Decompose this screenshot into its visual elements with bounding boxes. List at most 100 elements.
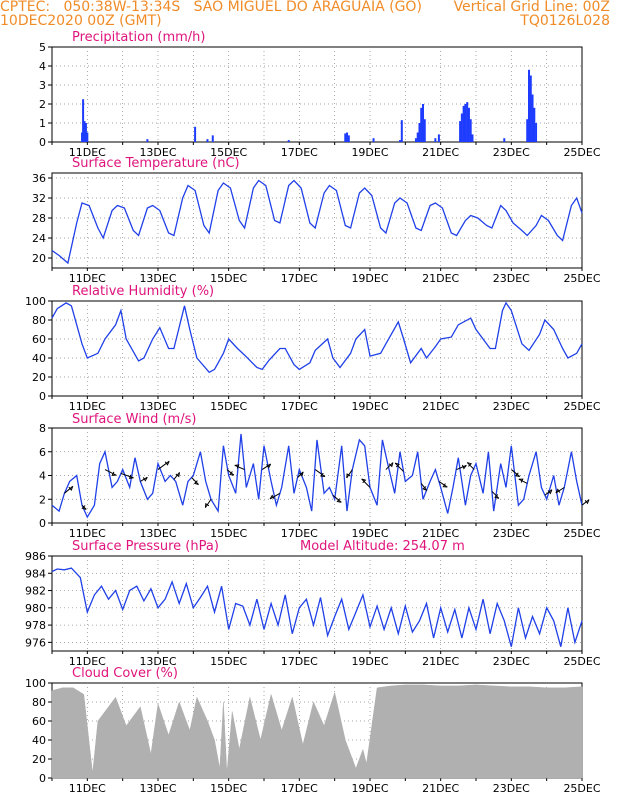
wind-marks: 0 2 4 6 8 11DEC 13DEC 15DEC 17DEC 19DEC 21DEC 23DEC… <box>39 422 601 540</box>
humidity-ytick-label: 60 <box>32 333 46 346</box>
humidity-xtick-label: 17DEC <box>281 400 318 413</box>
precipitation-frame <box>51 46 583 143</box>
humidity-marks: 0 20 40 60 80 100 11DEC 13DEC 15DEC 17DEC 19DEC 21D… <box>25 295 601 413</box>
humidity-ytick-label: 20 <box>32 371 46 384</box>
wind-vector-head <box>584 499 590 505</box>
wind-vector <box>361 478 371 488</box>
precipitation-bar <box>146 139 149 142</box>
precipitation-bar <box>533 107 536 142</box>
precipitation-xtick-label: 15DEC <box>210 146 247 159</box>
cloud-ytick-label: 20 <box>32 753 46 766</box>
wind-ytick-label: 8 <box>39 422 46 435</box>
precipitation-bar <box>287 140 290 142</box>
temperature-series-line <box>51 179 583 265</box>
wind-vector <box>332 494 342 503</box>
cloud-ytick-label: 40 <box>32 734 46 747</box>
wind-vector <box>140 476 148 482</box>
wind-xtick-label: 21DEC <box>422 527 459 540</box>
wind-vector-head <box>142 476 148 482</box>
temperature-xtick-label: 13DEC <box>139 272 176 285</box>
temperature-ytick-label: 32 <box>32 192 46 205</box>
wind-vector <box>511 469 521 477</box>
header-date: 10DEC2020 00Z (GMT) <box>0 13 162 29</box>
wind-ytick-label: 0 <box>39 517 46 530</box>
header-right: Vertical Grid Line: 00Z TQ0126L028 <box>454 0 610 28</box>
wind-vector <box>191 477 199 485</box>
cloud-ytick-label: 0 <box>39 772 46 785</box>
wind-vector-head <box>514 472 520 478</box>
wind-vector <box>204 498 212 508</box>
cloud-xtick-label: 17DEC <box>281 782 318 795</box>
precipitation-bar <box>399 140 402 142</box>
precipitation-bar <box>526 119 529 142</box>
precipitation-bar <box>400 120 403 142</box>
precipitation-bar <box>82 99 85 142</box>
wind-xtick-label: 13DEC <box>139 527 176 540</box>
precipitation-bar <box>437 134 440 142</box>
pressure-ytick-label: 986 <box>25 550 46 563</box>
wind-xtick-label: 15DEC <box>210 527 247 540</box>
precipitation-bar <box>459 121 462 142</box>
cloud-xtick-label: 23DEC <box>493 782 530 795</box>
cloud-xtick-label: 11DEC <box>69 782 106 795</box>
wind-vector <box>234 464 245 471</box>
cloud-ytick-label: 100 <box>25 677 46 690</box>
precipitation-bar <box>420 107 423 142</box>
wind-vector <box>456 464 467 471</box>
wind-vector-head <box>269 494 275 500</box>
precipitation-bar <box>194 126 197 142</box>
pressure-marks: 976 978 980 982 984 986 11DEC 13DEC 15DEC 17DEC 19… <box>25 550 601 668</box>
pressure-xtick-label: 11DEC <box>69 655 106 668</box>
pressure-xtick-label: 17DEC <box>281 655 318 668</box>
precipitation-bar <box>434 138 437 142</box>
humidity-xtick-label: 11DEC <box>69 400 106 413</box>
wind-vector-head <box>518 478 524 483</box>
precipitation-bar <box>84 123 87 142</box>
humidity-xtick-label: 25DEC <box>563 400 600 413</box>
wind-vector-head <box>266 463 272 469</box>
wind-vector <box>346 469 353 479</box>
precipitation-bar <box>346 132 349 142</box>
humidity-frame <box>51 300 583 397</box>
wind-vector <box>120 473 134 479</box>
precipitation-bar <box>347 135 350 142</box>
wind-vector-head <box>234 464 240 469</box>
precipitation-bar <box>211 135 214 142</box>
humidity-xtick-label: 13DEC <box>139 400 176 413</box>
precipitation-bar <box>466 102 469 142</box>
precipitation-bar <box>83 121 86 142</box>
temperature-ytick-label: 24 <box>32 232 46 245</box>
pressure-xtick-label: 13DEC <box>139 655 176 668</box>
wind-vector-head <box>467 462 473 467</box>
wind-vector-head <box>461 464 467 470</box>
model-altitude-note: Model Altitude: 254.07 m <box>300 539 465 554</box>
header-station: CPTEC: 050:38W-13:34S SAO MIGUEL DO ARAG… <box>0 0 422 15</box>
wind-vector-head <box>422 486 428 491</box>
cloud-xtick-label: 19DEC <box>351 782 388 795</box>
temperature-marks: 20 24 28 32 36 11DEC 13DEC 15DEC 17DEC 19DEC 21DEC… <box>32 172 601 285</box>
wind-vector-head <box>204 502 210 508</box>
wind-ytick-label: 6 <box>39 446 46 459</box>
precipitation-bar <box>414 138 417 142</box>
cloud-area <box>51 684 583 779</box>
pressure-title: Surface Pressure (hPa) <box>72 539 219 554</box>
wind-vector-head <box>164 460 170 466</box>
precipitation-ytick-label: 1 <box>39 117 46 130</box>
precipitation-bar <box>469 119 472 142</box>
temperature-xtick-label: 25DEC <box>563 272 600 285</box>
pressure-xtick-label: 19DEC <box>351 655 388 668</box>
cloud-marks: 0 20 40 60 80 100 11DEC 13DEC 15DEC 17DEC 19DEC 21D… <box>25 677 601 795</box>
pressure-xtick-label: 21DEC <box>422 655 459 668</box>
precipitation-bar <box>423 119 426 142</box>
temperature-xtick-label: 11DEC <box>69 272 106 285</box>
precipitation-bar <box>529 75 532 142</box>
temperature-xtick-label: 21DEC <box>422 272 459 285</box>
pressure-xtick-label: 23DEC <box>493 655 530 668</box>
header-model-code: TQ0126L028 <box>520 13 610 29</box>
pressure-ytick-label: 976 <box>25 636 46 649</box>
wind-vector-head <box>68 486 74 491</box>
pressure-ytick-label: 982 <box>25 585 46 598</box>
wind-vector <box>466 462 475 470</box>
wind-vector <box>173 472 180 480</box>
